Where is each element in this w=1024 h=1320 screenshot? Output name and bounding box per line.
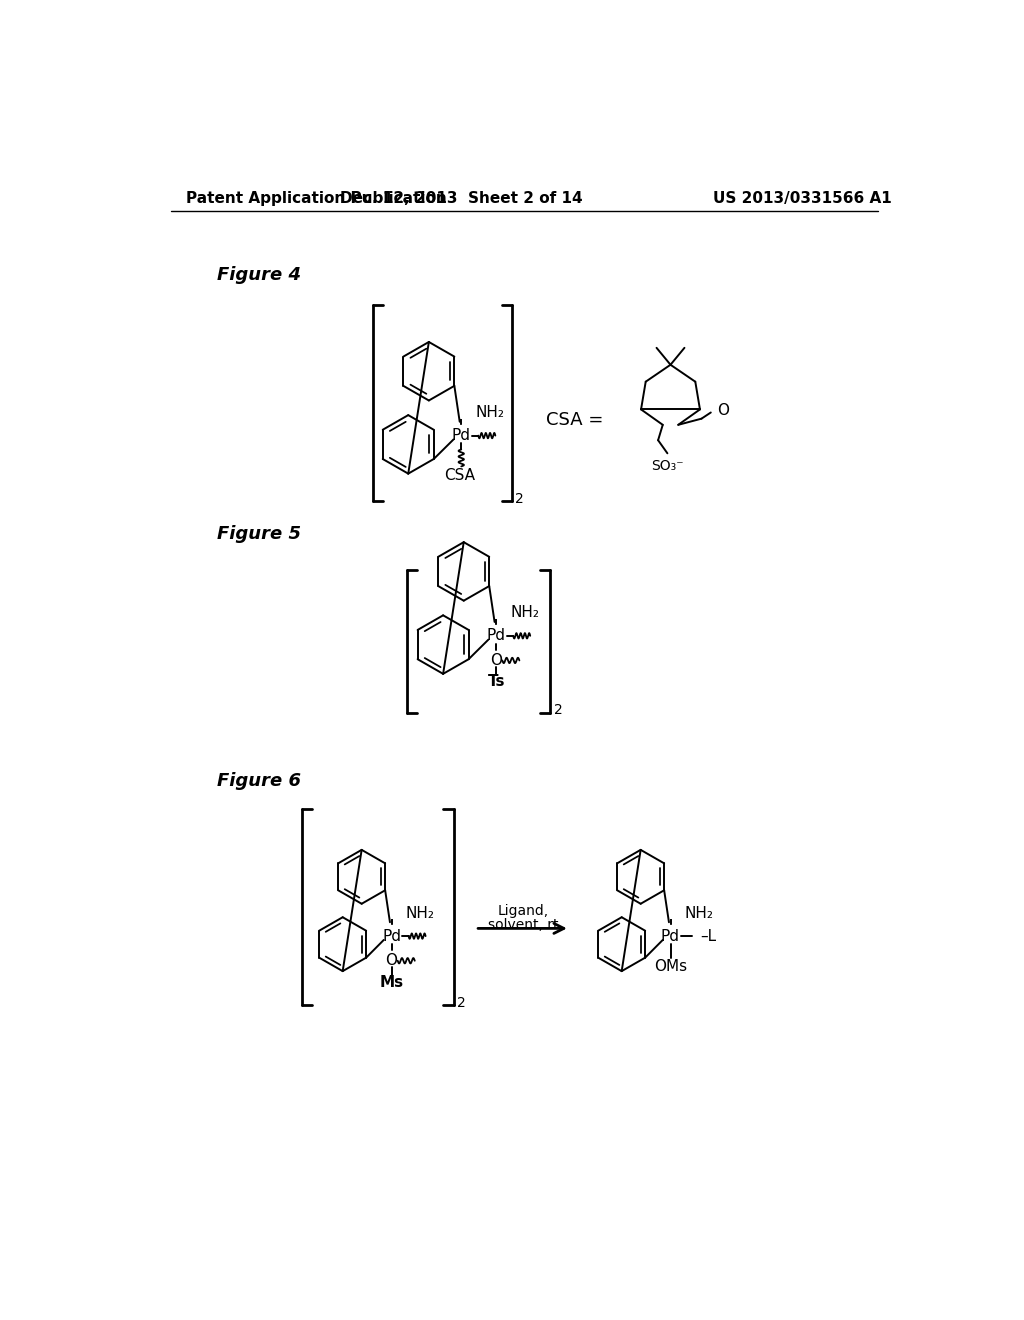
Text: O: O <box>385 953 397 969</box>
Text: Pd: Pd <box>662 928 680 944</box>
Text: CSA: CSA <box>444 469 475 483</box>
Text: NH₂: NH₂ <box>510 605 539 620</box>
Text: O: O <box>490 653 502 668</box>
Text: Pd: Pd <box>452 428 471 444</box>
Text: Dec. 12, 2013  Sheet 2 of 14: Dec. 12, 2013 Sheet 2 of 14 <box>340 191 583 206</box>
Text: Ts: Ts <box>487 675 505 689</box>
Text: SO₃⁻: SO₃⁻ <box>651 459 684 474</box>
Text: Figure 4: Figure 4 <box>217 267 301 284</box>
Text: Pd: Pd <box>486 628 506 643</box>
Text: Pd: Pd <box>382 928 401 944</box>
Text: NH₂: NH₂ <box>475 405 504 420</box>
Text: Figure 6: Figure 6 <box>217 772 301 789</box>
Text: solvent, rt: solvent, rt <box>488 919 558 932</box>
Text: CSA =: CSA = <box>547 412 604 429</box>
Text: O: O <box>717 404 729 418</box>
Text: NH₂: NH₂ <box>684 906 714 920</box>
Text: –L: –L <box>700 928 716 944</box>
Text: 2: 2 <box>515 492 524 506</box>
Text: OMs: OMs <box>654 960 687 974</box>
Text: 2: 2 <box>458 997 466 1010</box>
Text: Figure 5: Figure 5 <box>217 525 301 543</box>
Text: US 2013/0331566 A1: US 2013/0331566 A1 <box>713 191 892 206</box>
Text: Ligand,: Ligand, <box>498 904 549 919</box>
Text: Ms: Ms <box>380 974 403 990</box>
Text: NH₂: NH₂ <box>406 906 434 920</box>
Text: 2: 2 <box>554 704 563 718</box>
Text: Patent Application Publication: Patent Application Publication <box>186 191 446 206</box>
